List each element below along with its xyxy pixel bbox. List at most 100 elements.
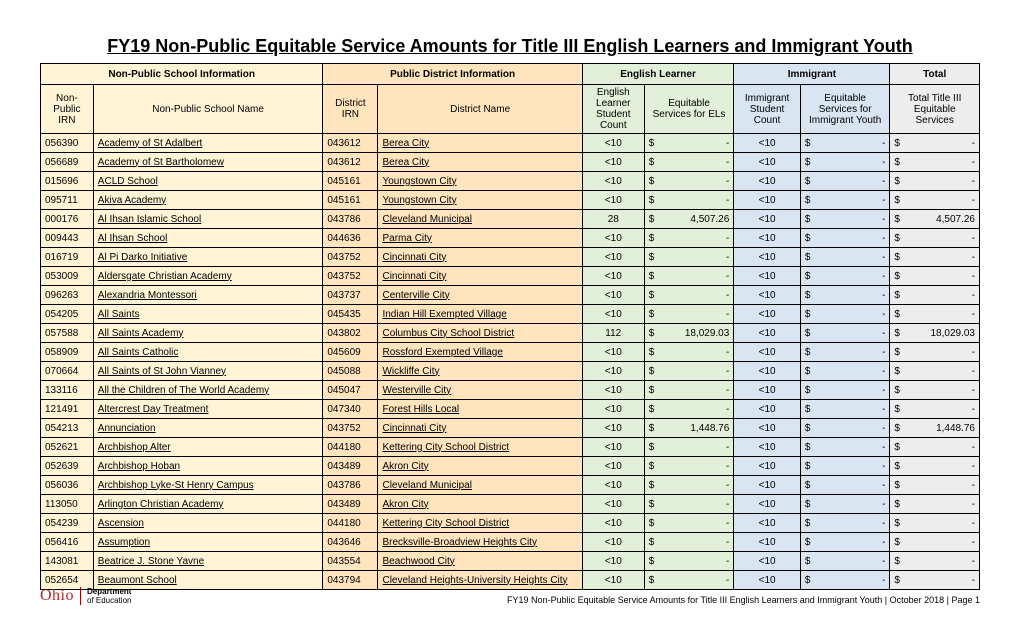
cell: Archbishop Hoban <box>93 457 323 476</box>
cell: Parma City <box>378 229 582 248</box>
cell: 009443 <box>41 229 94 248</box>
cell: 043612 <box>323 134 378 153</box>
cell: <10 <box>734 267 801 286</box>
cell: All the Children of The World Academy <box>93 381 323 400</box>
cell: <10 <box>582 362 644 381</box>
cell: - <box>644 457 734 476</box>
cell: - <box>800 229 890 248</box>
cell: - <box>890 305 980 324</box>
cell: ACLD School <box>93 172 323 191</box>
cell: - <box>800 191 890 210</box>
table-row: 057588All Saints Academy043802Columbus C… <box>41 324 980 343</box>
cell: <10 <box>582 305 644 324</box>
cell: 133116 <box>41 381 94 400</box>
cell: <10 <box>582 419 644 438</box>
table-row: 016719Al Pi Darko Initiative043752Cincin… <box>41 248 980 267</box>
cell: <10 <box>734 400 801 419</box>
cell: 043612 <box>323 153 378 172</box>
cell: - <box>800 286 890 305</box>
cell: 043802 <box>323 324 378 343</box>
logo-text: Ohio <box>40 587 74 605</box>
cell: 043786 <box>323 476 378 495</box>
data-table: Non-Public School InformationPublic Dist… <box>40 63 980 590</box>
cell: Wickliffe City <box>378 362 582 381</box>
cell: - <box>800 134 890 153</box>
table-row: 053009Aldersgate Christian Academy043752… <box>41 267 980 286</box>
cell: 044636 <box>323 229 378 248</box>
cell: 044180 <box>323 514 378 533</box>
cell: - <box>800 495 890 514</box>
cell: <10 <box>582 343 644 362</box>
table-row: 054205All Saints045435Indian Hill Exempt… <box>41 305 980 324</box>
cell: - <box>890 400 980 419</box>
cell: <10 <box>734 324 801 343</box>
cell: - <box>644 343 734 362</box>
cell: - <box>644 476 734 495</box>
cell: 045161 <box>323 191 378 210</box>
cell: Forest Hills Local <box>378 400 582 419</box>
table-row: 133116All the Children of The World Acad… <box>41 381 980 400</box>
cell: <10 <box>734 172 801 191</box>
cell: 045047 <box>323 381 378 400</box>
cell: 043489 <box>323 495 378 514</box>
cell: <10 <box>582 533 644 552</box>
cell: Cincinnati City <box>378 248 582 267</box>
cell: Cleveland Municipal <box>378 210 582 229</box>
cell: 057588 <box>41 324 94 343</box>
cell: - <box>644 362 734 381</box>
cell: Altercrest Day Treatment <box>93 400 323 419</box>
cell: - <box>800 533 890 552</box>
cell: Columbus City School District <box>378 324 582 343</box>
cell: - <box>800 324 890 343</box>
cell: 053009 <box>41 267 94 286</box>
cell: Al Ihsan Islamic School <box>93 210 323 229</box>
cell: 016719 <box>41 248 94 267</box>
table-row: 054239Ascension044180Kettering City Scho… <box>41 514 980 533</box>
cell: 143081 <box>41 552 94 571</box>
cell: - <box>890 229 980 248</box>
cell: 058909 <box>41 343 94 362</box>
cell: - <box>800 514 890 533</box>
cell: - <box>890 362 980 381</box>
cell: <10 <box>582 381 644 400</box>
table-row: 143081Beatrice J. Stone Yavne043554Beach… <box>41 552 980 571</box>
cell: <10 <box>734 381 801 400</box>
table-row: 070664All Saints of St John Vianney04508… <box>41 362 980 381</box>
cell: Berea City <box>378 153 582 172</box>
cell: 045609 <box>323 343 378 362</box>
cell: - <box>890 533 980 552</box>
table-row: 056689Academy of St Bartholomew043612Ber… <box>41 153 980 172</box>
cell: Academy of St Bartholomew <box>93 153 323 172</box>
cell: <10 <box>582 134 644 153</box>
cell: All Saints Catholic <box>93 343 323 362</box>
cell: <10 <box>734 457 801 476</box>
cell: 043752 <box>323 419 378 438</box>
cell: 043737 <box>323 286 378 305</box>
cell: - <box>644 305 734 324</box>
cell: - <box>890 552 980 571</box>
cell: - <box>890 286 980 305</box>
ohio-logo: Ohio Department of Education <box>40 587 131 605</box>
cell: - <box>800 248 890 267</box>
cell: Alexandria Montessori <box>93 286 323 305</box>
cell: Centerville City <box>378 286 582 305</box>
cell: All Saints of St John Vianney <box>93 362 323 381</box>
cell: - <box>644 514 734 533</box>
cell: 044180 <box>323 438 378 457</box>
cell: 054205 <box>41 305 94 324</box>
cell: <10 <box>734 362 801 381</box>
group-header: Public District Information <box>323 64 582 85</box>
cell: 045088 <box>323 362 378 381</box>
cell: - <box>890 248 980 267</box>
cell: Berea City <box>378 134 582 153</box>
cell: - <box>890 476 980 495</box>
cell: 054213 <box>41 419 94 438</box>
cell: - <box>644 248 734 267</box>
column-header: English Learner Student Count <box>582 85 644 134</box>
cell: - <box>890 267 980 286</box>
group-header: Immigrant <box>734 64 890 85</box>
cell: - <box>800 210 890 229</box>
table-row: 056036Archbishop Lyke-St Henry Campus043… <box>41 476 980 495</box>
cell: 4,507.26 <box>890 210 980 229</box>
group-header: English Learner <box>582 64 734 85</box>
